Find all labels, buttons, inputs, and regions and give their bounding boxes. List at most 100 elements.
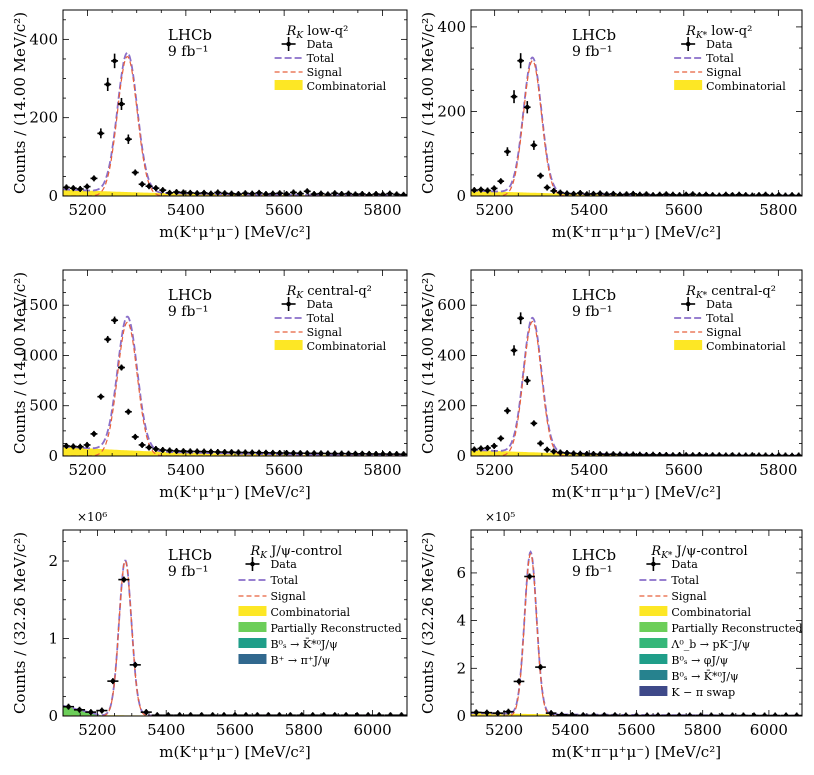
data-point (735, 452, 743, 456)
x-axis-label: m(K⁺μ⁺μ⁻) [MeV/c²] (159, 223, 310, 241)
plot-area (471, 312, 802, 456)
data-point (497, 435, 505, 442)
data-point (131, 433, 139, 440)
legend-label: Total (706, 52, 734, 65)
data-point (251, 712, 263, 716)
data-point (351, 191, 359, 196)
legend-label: Partially Reconstructed (270, 622, 401, 635)
data-point (702, 191, 710, 196)
data-point (372, 191, 380, 196)
total-curve (63, 559, 407, 716)
legend-label: Data (706, 38, 733, 51)
data-point (207, 448, 215, 455)
legend-label: Total (270, 574, 298, 587)
data-point (503, 708, 514, 715)
legend-entry-total: Total (274, 312, 335, 325)
data-point (152, 445, 160, 452)
panel-RKstar-central-q2: 5200 5400 5600 5800 0 200 400 600 m(K⁺π⁻μ⁺μ⁻) [M… (419, 269, 803, 501)
data-point (228, 449, 235, 456)
data-point (107, 678, 119, 685)
data-point (76, 443, 84, 450)
data-point (269, 449, 277, 456)
data-point (296, 712, 308, 716)
data-point (379, 191, 387, 196)
plot-area (63, 315, 407, 456)
data-point (643, 191, 650, 196)
legend-entry-signal: Signal (238, 590, 306, 603)
data-point (303, 188, 311, 195)
data-point (563, 190, 571, 196)
data-point (577, 712, 589, 716)
data-point (762, 191, 769, 196)
legend-entry-data: Data (681, 37, 733, 51)
data-point (131, 169, 139, 176)
x-axis-label: m(K⁺μ⁺μ⁻) [MeV/c²] (159, 743, 310, 761)
data-point (524, 573, 535, 580)
data-point (310, 191, 318, 196)
legend-label: B⁺ → π⁺J/ψ (270, 654, 330, 667)
y-tick-label: 1 (48, 630, 58, 648)
y-tick-label: 2 (456, 659, 466, 677)
data-point (159, 446, 167, 453)
plot-frame (62, 9, 408, 197)
data-point (537, 172, 544, 179)
legend-entry-data: Data (245, 557, 297, 571)
legend-label: Combinatorial (307, 340, 387, 353)
data-point (481, 709, 493, 716)
legend-label: Combinatorial (270, 606, 350, 619)
data-point (303, 450, 311, 456)
legend-label: Data (671, 558, 698, 571)
data-point (735, 191, 743, 196)
data-point (193, 448, 201, 455)
plot-area (471, 550, 802, 716)
data-point (63, 703, 75, 710)
data-point (497, 178, 505, 185)
x-tick-label: 5600 (665, 461, 703, 479)
plot-area (471, 53, 802, 196)
data-point (510, 90, 518, 104)
legend-entry-kpi_swap: K − π swap (639, 686, 735, 699)
data-point (590, 190, 597, 196)
data-point (556, 711, 568, 716)
x-axis-label: m(K⁺μ⁺μ⁻) [MeV/c²] (159, 483, 310, 501)
x-tick-label: 5800 (684, 721, 722, 739)
data-point (185, 712, 197, 716)
data-point (696, 451, 703, 456)
data-point (338, 450, 346, 456)
luminosity-label: 9 fb⁻¹ (168, 304, 209, 320)
combinatorial-area (63, 446, 407, 456)
x-tick-label: 5400 (570, 461, 608, 479)
combinatorial-area (471, 190, 802, 196)
y-tick-label: 6 (456, 564, 466, 582)
data-point (324, 191, 332, 196)
data-point (166, 447, 174, 454)
legend-entry-comb: Combinatorial (238, 606, 351, 619)
data-point (484, 444, 491, 451)
combinatorial-area (63, 189, 407, 196)
data-point (358, 191, 366, 196)
legend-label: Total (706, 312, 734, 325)
data-point (290, 189, 297, 196)
data-point (365, 450, 373, 456)
data-point (310, 450, 318, 456)
legend-entry-data: Data (646, 557, 698, 571)
legend-title: RK* central-q² (685, 284, 776, 301)
data-point (129, 661, 141, 668)
data-point (535, 664, 546, 671)
experiment-label: LHCb (168, 286, 212, 304)
data-point (145, 183, 153, 190)
y-axis-label: Counts / (14.00 MeV/c²) (11, 12, 29, 194)
legend-entry-bs_kstar: B⁰ₛ → K̄*⁰J/ψ (238, 638, 338, 651)
data-point (676, 451, 683, 456)
legend-title: RK low-q² (286, 24, 349, 41)
y-multiplier: ×10⁶ (77, 510, 107, 524)
y-tick-label: 0 (48, 707, 58, 725)
data-point (218, 712, 230, 716)
data-point (214, 189, 222, 196)
data-point (649, 451, 657, 456)
luminosity-label: 9 fb⁻¹ (168, 44, 209, 60)
data-point (63, 184, 70, 191)
data-point (240, 712, 252, 716)
data-point (471, 709, 482, 716)
x-tick-label: 5600 (265, 461, 303, 479)
